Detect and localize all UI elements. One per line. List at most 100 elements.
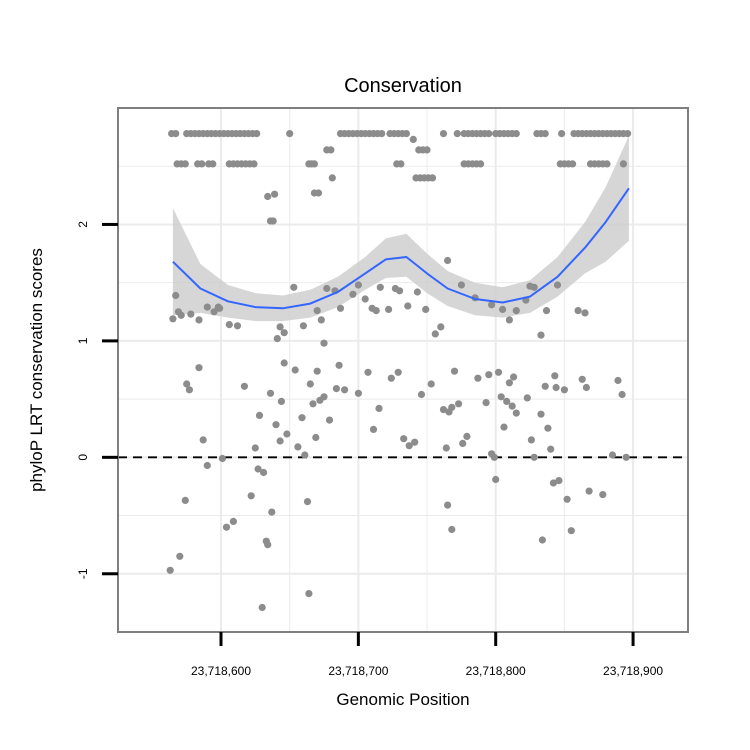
- data-point: [541, 130, 549, 138]
- data-point: [549, 479, 558, 487]
- data-point: [423, 146, 431, 154]
- data-point: [222, 523, 231, 531]
- data-point: [527, 436, 536, 444]
- data-point: [581, 309, 589, 317]
- data-point: [409, 135, 417, 143]
- data-point: [291, 366, 299, 374]
- data-point: [183, 380, 191, 388]
- data-point: [264, 192, 272, 201]
- data-point: [553, 281, 562, 289]
- data-point: [538, 536, 547, 544]
- data-point: [455, 400, 463, 408]
- data-point: [385, 305, 393, 313]
- points-layer: [166, 130, 632, 612]
- data-point: [485, 371, 493, 379]
- data-point: [372, 307, 380, 315]
- data-point: [172, 130, 180, 138]
- data-point: [250, 160, 258, 168]
- data-point: [402, 130, 410, 138]
- data-point: [268, 508, 276, 516]
- data-point: [608, 451, 617, 459]
- data-point: [397, 160, 405, 168]
- data-point: [328, 174, 336, 182]
- data-point: [405, 442, 413, 450]
- data-point: [218, 454, 226, 463]
- data-point: [253, 130, 261, 138]
- data-point: [537, 410, 545, 418]
- data-point: [457, 281, 465, 289]
- data-point: [195, 316, 203, 324]
- data-point: [614, 376, 622, 385]
- data-point: [482, 399, 490, 407]
- data-point: [210, 308, 218, 316]
- data-point: [387, 374, 395, 382]
- data-point: [509, 373, 518, 381]
- y-axis: -1 0 1 2: [76, 221, 118, 579]
- data-point: [547, 445, 555, 453]
- chart-title: Conservation: [344, 75, 462, 97]
- data-point: [325, 416, 334, 424]
- data-point: [459, 439, 467, 447]
- x-tick-label: 23,718,600: [191, 664, 251, 678]
- data-point: [276, 323, 284, 331]
- data-point: [177, 311, 185, 319]
- data-point: [341, 386, 349, 394]
- data-point: [512, 130, 520, 138]
- data-point: [503, 397, 511, 405]
- data-point: [314, 189, 323, 197]
- data-point: [508, 402, 516, 410]
- data-point: [335, 361, 343, 369]
- data-point: [505, 379, 513, 387]
- data-point: [448, 525, 456, 534]
- data-point: [305, 590, 313, 598]
- data-point: [229, 517, 237, 526]
- data-point: [254, 465, 262, 473]
- data-point: [574, 307, 582, 315]
- data-point: [240, 382, 248, 390]
- data-point: [422, 305, 430, 313]
- confidence-band: [172, 135, 629, 322]
- data-point: [361, 295, 369, 303]
- data-point: [497, 393, 505, 401]
- data-point: [309, 400, 317, 408]
- data-point: [448, 403, 456, 411]
- data-point: [555, 477, 563, 485]
- data-point: [203, 303, 211, 311]
- data-point: [622, 453, 630, 461]
- data-point: [187, 310, 195, 318]
- data-point: [327, 146, 335, 154]
- y-tick-label: 1: [76, 337, 90, 344]
- data-point: [439, 406, 448, 414]
- data-point: [444, 256, 452, 265]
- data-point: [585, 487, 593, 495]
- data-point: [404, 302, 412, 310]
- data-point: [400, 435, 408, 443]
- data-point: [560, 386, 569, 394]
- data-point: [567, 527, 575, 535]
- data-point: [439, 130, 448, 138]
- data-point: [323, 284, 331, 293]
- data-point: [313, 367, 321, 375]
- data-point: [276, 437, 284, 445]
- y-tick-label: 2: [76, 221, 90, 228]
- data-point: [169, 315, 177, 323]
- data-point: [492, 475, 500, 484]
- data-point: [264, 541, 272, 549]
- data-point: [394, 368, 402, 376]
- data-point: [272, 421, 280, 429]
- x-tick-label: 23,718,700: [328, 664, 388, 678]
- data-point: [428, 174, 437, 182]
- data-point: [199, 436, 207, 444]
- data-point: [258, 603, 266, 612]
- data-point: [273, 335, 281, 343]
- data-point: [537, 331, 545, 339]
- plot-panel-border: [117, 107, 689, 633]
- data-point: [299, 322, 307, 330]
- data-point: [523, 394, 531, 402]
- data-point: [225, 321, 233, 329]
- data-point: [619, 160, 628, 168]
- data-point: [320, 393, 328, 401]
- data-point: [530, 283, 538, 291]
- data-point: [530, 453, 538, 461]
